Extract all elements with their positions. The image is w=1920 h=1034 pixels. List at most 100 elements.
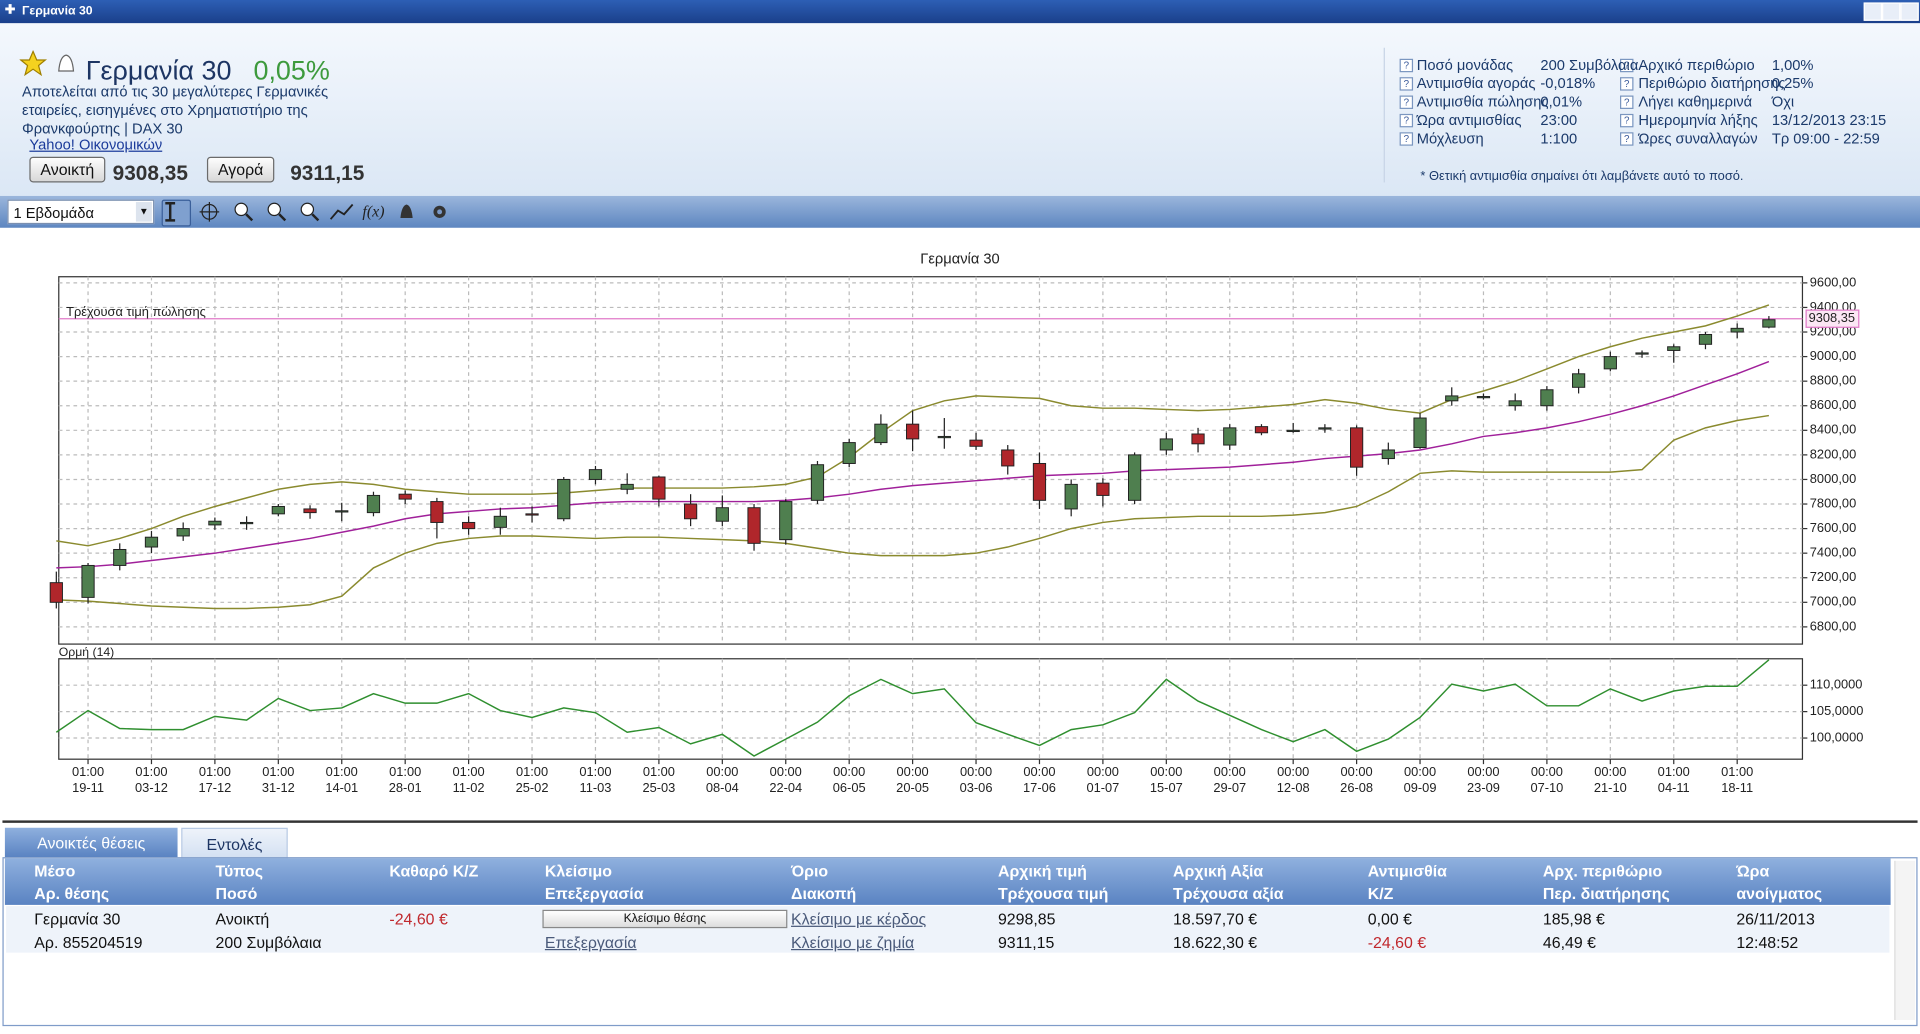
- candle-body: [1762, 319, 1776, 328]
- action-link[interactable]: Κλείσιμο με ζημία: [791, 933, 915, 952]
- candle-body: [525, 513, 539, 516]
- details-note: * Θετική αντιμισθία σημαίνει ότι λαμβάνε…: [1420, 168, 1744, 184]
- detail-label: Αντιμισθία πώλησης: [1416, 93, 1549, 111]
- x-tick-label: 15-07: [1150, 780, 1183, 795]
- cell: 18.597,70 €: [1173, 909, 1258, 929]
- y-tick-label: 110,0000: [1810, 677, 1863, 692]
- momentum-line: [55, 659, 1770, 757]
- buy-button[interactable]: Αγορά: [206, 156, 275, 183]
- toolbar-icons: f(x): [165, 202, 446, 222]
- help-icon[interactable]: ?: [1399, 77, 1414, 91]
- price-panel-frame: [58, 276, 1804, 645]
- y-tick-label: 105,0000: [1810, 703, 1864, 718]
- x-tick-time: 00:00: [1150, 764, 1182, 779]
- candle-body: [588, 469, 603, 480]
- tab[interactable]: Ανοικτές θέσεις: [4, 827, 178, 858]
- momentum-panel-frame: [58, 658, 1804, 760]
- header-icons: [19, 50, 75, 77]
- help-icon[interactable]: ?: [1399, 113, 1414, 128]
- cell: 9311,15: [997, 933, 1055, 952]
- x-tick-time: 00:00: [1087, 764, 1119, 779]
- cell: Γερμανία 30: [34, 909, 121, 929]
- instrument-header: Γερμανία 30 0,05% Αποτελείται από τις 30…: [0, 23, 1920, 196]
- column-header: Μέσο: [34, 862, 76, 881]
- column-header: Ώρα: [1736, 862, 1770, 881]
- x-tick-time: 01:00: [1658, 764, 1690, 779]
- restore-button[interactable]: [1882, 2, 1901, 21]
- x-tick-time: 01:00: [1721, 764, 1753, 779]
- column-header: Τρέχουσα τιμή: [997, 884, 1109, 903]
- close-position-button[interactable]: Κλείσιμο θέσης: [542, 909, 788, 929]
- action-link[interactable]: Επεξεργασία: [544, 933, 637, 952]
- help-icon[interactable]: ?: [1620, 95, 1634, 109]
- help-icon[interactable]: ?: [1399, 132, 1414, 146]
- column-header: Περ. διατήρησης: [1542, 884, 1670, 903]
- detail-value: 200 Συμβόλαια: [1540, 56, 1639, 74]
- candle-body: [1572, 373, 1586, 388]
- buy-price: 9311,15: [290, 161, 365, 185]
- sell-price: 9308,35: [112, 161, 188, 185]
- x-tick-label: 04-11: [1658, 780, 1690, 795]
- cell: -24,60 €: [389, 909, 448, 929]
- instrument-name: Γερμανία 30: [85, 55, 232, 86]
- close-button[interactable]: [1900, 2, 1919, 21]
- alert-bell[interactable]: [58, 54, 75, 72]
- price-change: 0,05%: [253, 55, 330, 86]
- help-icon[interactable]: ?: [1620, 58, 1634, 73]
- candle-body: [240, 521, 254, 525]
- candle-body: [810, 464, 825, 501]
- current-price-box: [1805, 309, 1860, 328]
- column-header: Ποσό: [215, 884, 258, 903]
- x-tick-label: 12-08: [1277, 780, 1310, 795]
- positions-panel: [2, 857, 1918, 1027]
- separator: [1383, 47, 1385, 183]
- current-price-text: Τρέχουσα τιμή πώλησης: [66, 304, 206, 319]
- y-tick-label: 8600,00: [1810, 397, 1856, 412]
- chart: Γερμανία 30 Ορμή (14) 6800,00 7000,00 7200…: [49, 251, 1864, 795]
- y-tick-label: 8200,00: [1810, 446, 1856, 461]
- candle-body: [144, 536, 159, 548]
- x-tick-time: 00:00: [1531, 764, 1563, 779]
- x-tick-label: 11-02: [453, 780, 485, 795]
- candle-body: [620, 483, 634, 490]
- column-header: ανοίγματος: [1736, 884, 1823, 903]
- x-tick-label: 06-05: [833, 780, 866, 795]
- pane-divider: [2, 820, 1918, 823]
- column-header: Αρχ. περιθώριο: [1542, 862, 1663, 881]
- minimize-button[interactable]: [1863, 2, 1883, 21]
- cell: -24,60 €: [1367, 933, 1427, 952]
- x-tick-time: 00:00: [960, 764, 992, 779]
- help-icon[interactable]: ?: [1620, 132, 1634, 146]
- scrollbar[interactable]: [1894, 860, 1916, 1021]
- action-link[interactable]: Κλείσιμο με κέρδος: [791, 909, 927, 929]
- help-icon[interactable]: ?: [1399, 95, 1414, 109]
- positions-row-bg: [6, 906, 1890, 953]
- x-tick-label: 07-10: [1530, 780, 1563, 795]
- column-header: Καθαρό Κ/Ζ: [389, 862, 479, 881]
- favorite-star[interactable]: [19, 50, 48, 77]
- y-tick-label: 7000,00: [1810, 594, 1856, 609]
- x-tick-time: 00:00: [1404, 764, 1436, 779]
- x-tick-time: 00:00: [897, 764, 929, 779]
- column-header: Αρχική Αξία: [1173, 862, 1264, 881]
- x-tick-label: 23-09: [1467, 780, 1500, 795]
- help-icon[interactable]: ?: [1399, 58, 1414, 73]
- middle-band: [56, 360, 1770, 569]
- source-link[interactable]: Yahoo! Οικονομικών: [29, 135, 163, 154]
- dropdown-arrow[interactable]: ▼: [135, 202, 152, 222]
- x-tick-label: 03-12: [135, 780, 168, 795]
- detail-value: Όχι: [1771, 93, 1795, 111]
- window-icon: ✚: [4, 3, 16, 18]
- candle-body: [1540, 389, 1554, 407]
- period-select[interactable]: 1 Εβδομάδα ▼: [7, 199, 155, 225]
- sell-button[interactable]: Ανοικτή: [29, 156, 106, 183]
- tab[interactable]: Εντολές: [181, 827, 288, 860]
- x-tick-label: 29-07: [1213, 780, 1246, 795]
- column-header: Κ/Ζ: [1367, 884, 1394, 903]
- help-icon[interactable]: ?: [1620, 77, 1634, 91]
- candle-body: [779, 501, 793, 541]
- help-icon[interactable]: ?: [1620, 113, 1634, 128]
- y-tick-label: 7200,00: [1810, 569, 1856, 584]
- detail-label: Αντιμισθία αγοράς: [1416, 74, 1536, 92]
- x-tick-time: 01:00: [516, 764, 548, 779]
